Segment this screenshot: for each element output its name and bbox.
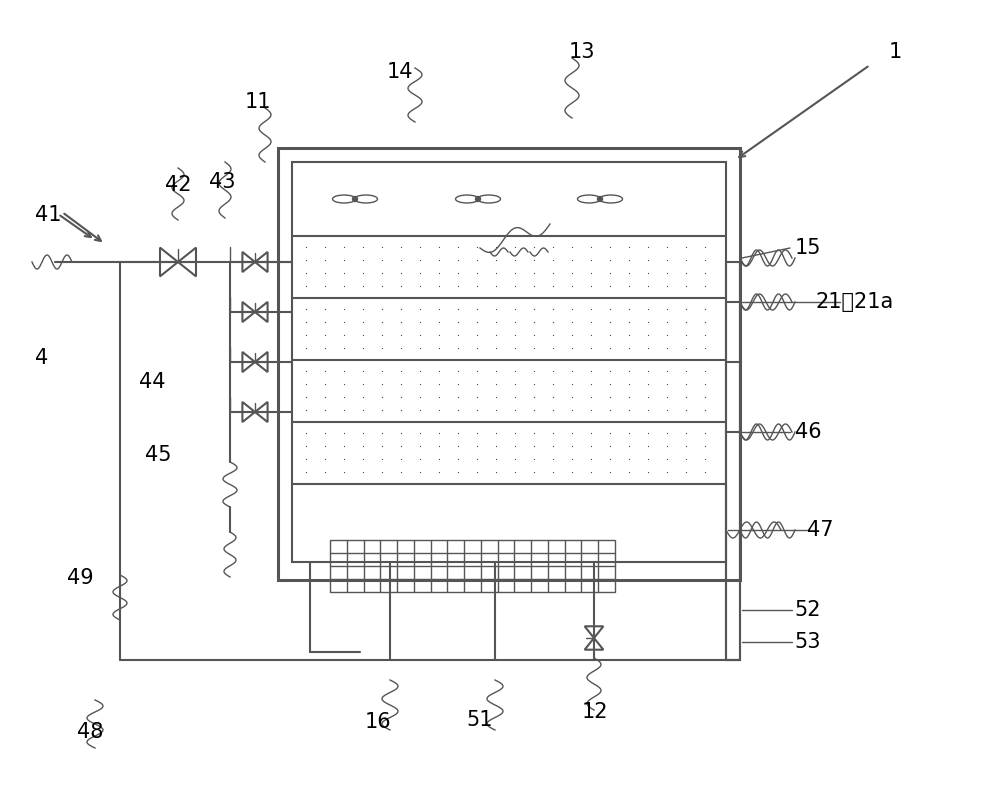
Text: 21或21a: 21或21a [816, 292, 894, 312]
Text: 12: 12 [582, 702, 608, 722]
Text: 16: 16 [365, 712, 391, 732]
Text: 13: 13 [569, 42, 595, 62]
Bar [330, 540, 615, 592]
Bar [278, 148, 740, 580]
Bar [292, 162, 726, 562]
Text: 48: 48 [77, 722, 103, 742]
Text: 14: 14 [387, 62, 413, 82]
Text: 41: 41 [35, 205, 61, 225]
Text: 15: 15 [795, 238, 821, 258]
Circle shape [598, 196, 602, 201]
Text: 46: 46 [795, 422, 821, 442]
Text: 44: 44 [139, 372, 165, 392]
Text: 43: 43 [209, 172, 235, 192]
Text: 4: 4 [35, 348, 49, 368]
Text: 52: 52 [795, 600, 821, 620]
Text: 1: 1 [888, 42, 902, 62]
Text: 11: 11 [245, 92, 271, 112]
Text: 47: 47 [807, 520, 833, 540]
Text: 53: 53 [795, 632, 821, 652]
Text: 45: 45 [145, 445, 171, 465]
Circle shape [476, 196, 480, 201]
Text: 49: 49 [67, 568, 93, 588]
Text: 51: 51 [467, 710, 493, 730]
Bar [726, 262, 740, 660]
Text: 42: 42 [165, 175, 191, 195]
Circle shape [352, 196, 358, 201]
